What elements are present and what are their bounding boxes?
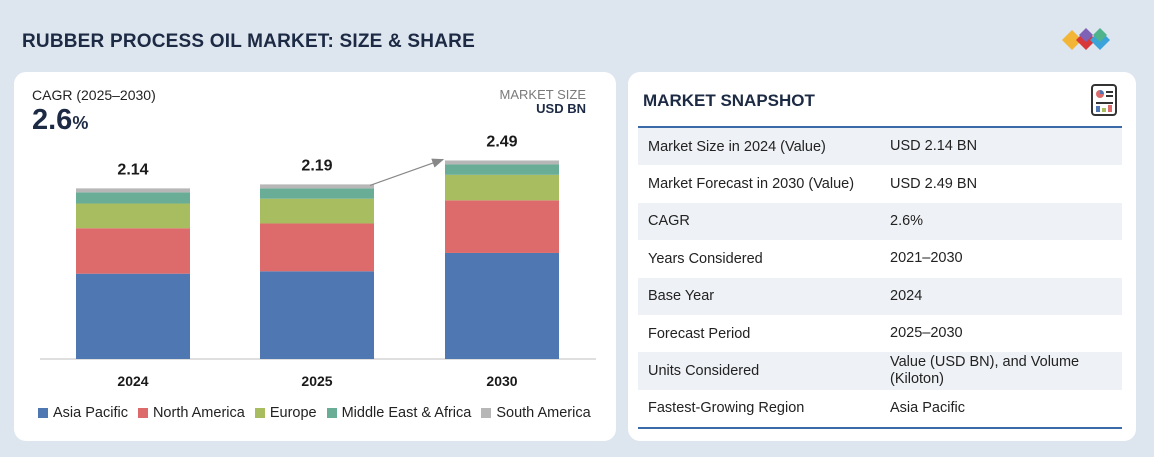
- snapshot-table: Market Size in 2024 (Value) USD 2.14 BN Ma…: [638, 128, 1122, 427]
- bar-segment-2030-asia-pacific: [445, 252, 559, 359]
- legend-label: South America: [496, 405, 591, 421]
- market-size-unit: USD BN: [536, 101, 586, 116]
- bar-segment-2024-asia-pacific: [76, 273, 190, 359]
- legend-label: Middle East & Africa: [341, 405, 472, 421]
- snapshot-row: Fastest-Growing Region Asia Pacific: [638, 390, 1122, 427]
- snapshot-row: Market Forecast in 2030 (Value) USD 2.49 …: [638, 165, 1122, 202]
- bar-segment-2025-north-america: [260, 223, 374, 272]
- legend-item-north-america: North America: [137, 405, 245, 421]
- legend-swatch: [326, 408, 337, 418]
- bar-segment-2030-north-america: [445, 200, 559, 253]
- bar-segment-2024-middle-east-africa: [76, 192, 190, 204]
- bar-segment-2024-north-america: [76, 228, 190, 274]
- snapshot-key: Forecast Period: [648, 325, 751, 342]
- legend-label: Asia Pacific: [53, 405, 128, 421]
- bar-segment-2030-middle-east-africa: [445, 164, 559, 175]
- bar-segment-2030-south-america: [445, 160, 559, 165]
- snapshot-key: CAGR: [648, 213, 690, 230]
- x-tick-label-2030: 2030: [486, 373, 517, 389]
- bar-segment-2024-europe: [76, 203, 190, 229]
- snapshot-bottom-rule: [638, 427, 1122, 429]
- page-title: RUBBER PROCESS OIL MARKET: SIZE & SHARE: [22, 31, 475, 52]
- brand-logo-icon: [1062, 28, 1110, 50]
- snapshot-top-rule: [638, 126, 1122, 128]
- snapshot-title: MARKET SNAPSHOT: [643, 91, 815, 110]
- snapshot-key: Fastest-Growing Region: [648, 400, 805, 417]
- x-tick-label-2024: 2024: [117, 373, 148, 389]
- total-label-2024: 2.14: [117, 161, 148, 178]
- market-snapshot-panel: MARKET SNAPSHOT Market Size in 2024 (Val…: [628, 72, 1136, 441]
- bar-segment-2025-europe: [260, 198, 374, 224]
- snapshot-key: Market Size in 2024 (Value): [648, 138, 826, 155]
- cagr-unit: %: [72, 113, 89, 133]
- snapshot-value: 2021–2030: [890, 250, 963, 267]
- legend-label: North America: [152, 405, 245, 421]
- snapshot-row: Forecast Period 2025–2030: [638, 315, 1122, 352]
- document-report-icon: [1091, 84, 1117, 116]
- snapshot-value: 2.6%: [890, 212, 924, 229]
- legend-swatch: [137, 408, 148, 418]
- bar-segment-2025-asia-pacific: [260, 271, 374, 359]
- cagr-number: 2.6: [32, 104, 73, 136]
- bar-segment-2025-south-america: [260, 184, 374, 189]
- bar-segment-2030-europe: [445, 174, 559, 201]
- snapshot-value: USD 2.14 BN: [890, 138, 978, 155]
- chart-panel: CAGR (2025–2030) 2.6% MARKET SIZE USD BN…: [14, 72, 616, 441]
- stacked-bar-chart: 2.14 2024 2.19 2025 2.49 2030: [40, 133, 596, 389]
- snapshot-key: Market Forecast in 2030 (Value): [648, 176, 855, 193]
- x-tick-label-2025: 2025: [301, 373, 332, 389]
- snapshot-value: USD 2.49 BN: [890, 175, 978, 192]
- legend-item-middle-east-africa: Middle East & Africa: [326, 405, 472, 421]
- snapshot-value: 2024: [890, 287, 923, 304]
- market-size-label: MARKET SIZE: [499, 87, 586, 102]
- total-label-2030: 2.49: [486, 133, 517, 150]
- snapshot-key: Units Considered: [648, 363, 760, 380]
- chart-legend: Asia Pacific North America Europe Middle Ea…: [38, 405, 591, 421]
- snapshot-value: 2025–2030: [890, 325, 963, 342]
- legend-swatch: [254, 408, 265, 418]
- legend-swatch: [481, 408, 492, 418]
- cagr-label: CAGR (2025–2030): [32, 87, 156, 103]
- legend-item-europe: Europe: [254, 405, 317, 421]
- cagr-value: 2.6%: [32, 104, 88, 137]
- legend-label: Europe: [269, 405, 317, 421]
- bar-segment-2024-south-america: [76, 188, 190, 193]
- snapshot-row: Base Year 2024: [638, 277, 1122, 315]
- legend-item-asia-pacific: Asia Pacific: [38, 405, 128, 421]
- snapshot-key: Years Considered: [648, 250, 763, 267]
- bar-segment-2025-middle-east-africa: [260, 188, 374, 199]
- growth-arrow: [369, 158, 445, 186]
- snapshot-row: Years Considered 2021–2030: [638, 240, 1122, 277]
- legend-item-south-america: South America: [481, 405, 591, 421]
- snapshot-row: CAGR 2.6%: [638, 202, 1122, 241]
- snapshot-value: Asia Pacific: [890, 399, 965, 416]
- total-label-2025: 2.19: [301, 157, 332, 174]
- snapshot-key: Base Year: [648, 288, 715, 305]
- snapshot-row: Units Considered Value (USD BN), and Volu…: [638, 352, 1122, 390]
- snapshot-value: Value (USD BN), and Volume (Kiloton): [890, 354, 1080, 388]
- snapshot-row: Market Size in 2024 (Value) USD 2.14 BN: [638, 128, 1122, 166]
- legend-swatch: [38, 408, 48, 418]
